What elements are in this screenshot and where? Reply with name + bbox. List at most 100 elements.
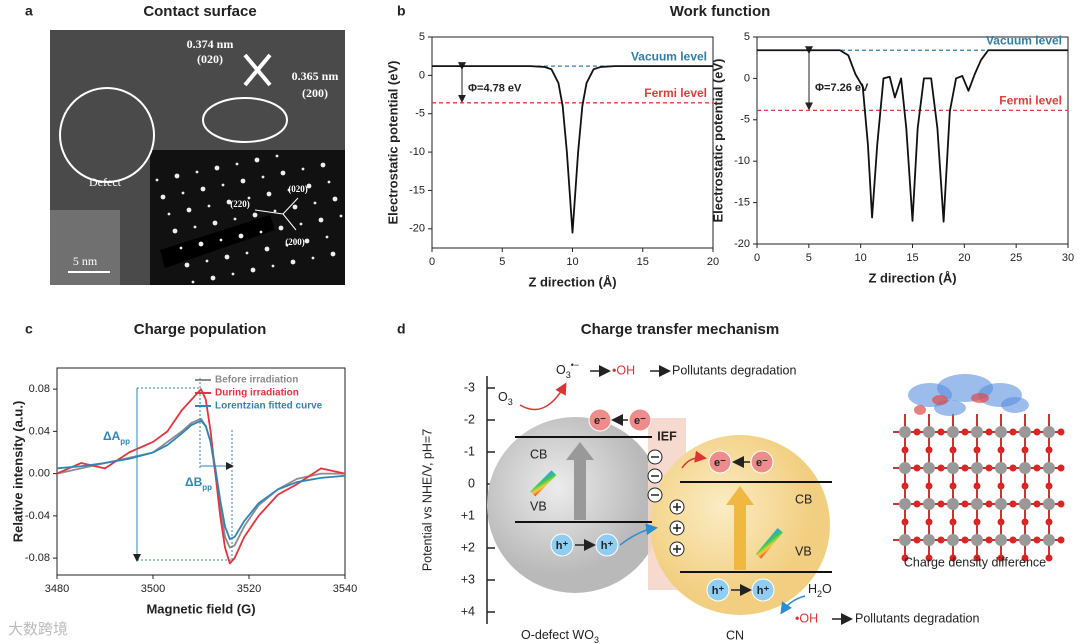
- atom: [997, 554, 1005, 562]
- series-line: [432, 65, 713, 234]
- spot: [155, 178, 159, 182]
- spot: [240, 178, 246, 184]
- atom: [949, 554, 957, 562]
- transfer-arrow: [619, 523, 658, 546]
- spot: [327, 180, 331, 184]
- band-label: VB: [530, 499, 547, 513]
- subscript: pp: [202, 483, 212, 492]
- spot: [271, 264, 275, 268]
- species: H: [808, 582, 817, 596]
- x-tick-label: 30: [1062, 252, 1074, 264]
- legend-label: Lorentzian fitted curve: [215, 401, 323, 412]
- y-tick-label: -10: [734, 155, 750, 167]
- excitation-arrow: [566, 442, 594, 520]
- carrier: [751, 578, 775, 602]
- particle-name: O-defect WO3: [521, 628, 599, 644]
- density-lobe: [914, 405, 926, 415]
- spacing-label: 0.365 nm: [292, 69, 339, 83]
- axis-tick-label: +1: [461, 508, 475, 522]
- atom: [971, 498, 983, 510]
- spot: [210, 275, 216, 281]
- spot: [278, 225, 284, 231]
- spot: [318, 217, 324, 223]
- reference-label: Vacuum level: [631, 49, 707, 63]
- spot: [193, 225, 197, 229]
- excitation-arrow: [726, 486, 754, 570]
- spot: [191, 280, 195, 284]
- carrier: [628, 408, 652, 432]
- spot: [254, 157, 260, 163]
- atom: [995, 426, 1007, 438]
- name: O-defect WO: [521, 628, 594, 642]
- spot: [167, 212, 171, 216]
- panel-label: b: [397, 3, 406, 19]
- atom: [899, 534, 911, 546]
- delta-a-label: ΔApp: [103, 429, 130, 445]
- band-label: VB: [795, 544, 812, 558]
- atom: [901, 554, 909, 562]
- band-label: CB: [795, 492, 812, 506]
- saed-inset: [150, 150, 345, 285]
- atom: [995, 534, 1007, 546]
- y-tick-label: 5: [744, 31, 750, 43]
- spot: [292, 204, 298, 210]
- spot: [181, 191, 185, 195]
- atom: [925, 554, 933, 562]
- species: O: [556, 363, 566, 377]
- spot: [214, 165, 220, 171]
- atom: [1021, 554, 1029, 562]
- spot-label: (200): [285, 237, 305, 247]
- x-tick-label: 0: [754, 252, 760, 264]
- diffraction-spots: [155, 154, 343, 284]
- spot: [195, 170, 199, 174]
- atom: [923, 498, 935, 510]
- atom: [973, 554, 981, 562]
- atom: [1043, 534, 1055, 546]
- result: Pollutants degradation: [672, 363, 796, 377]
- result: Pollutants degradation: [855, 611, 979, 625]
- x-tick-label: 3520: [237, 583, 261, 595]
- y-tick-label: 0.00: [29, 468, 50, 480]
- panel-label: a: [25, 3, 33, 19]
- x-tick-label: 25: [1010, 252, 1022, 264]
- superscript: •−: [571, 360, 579, 370]
- spacing-label: 0.374 nm: [187, 37, 234, 51]
- spot: [330, 251, 336, 257]
- carrier-label: e⁻: [634, 415, 646, 427]
- subscript: 2: [817, 589, 822, 599]
- spot: [233, 217, 237, 221]
- spot: [332, 196, 338, 202]
- plot-frame: [431, 36, 714, 249]
- carrier: [550, 533, 574, 557]
- spot: [299, 222, 303, 226]
- interface-ellipse: [202, 97, 288, 143]
- spot: [160, 194, 166, 200]
- product: •OH: [795, 611, 818, 625]
- density-lobe: [1001, 397, 1029, 413]
- atom: [899, 462, 911, 474]
- y-tick-label: 0.04: [29, 425, 50, 437]
- scale-bar-label: 5 nm: [73, 254, 98, 268]
- reference-label: Fermi level: [999, 94, 1062, 108]
- panel-title: Charge population: [134, 321, 267, 338]
- x-tick-label: 5: [499, 256, 505, 268]
- atom: [1019, 498, 1031, 510]
- axis-tick-label: -3: [464, 380, 475, 394]
- y-tick-label: -20: [409, 223, 425, 235]
- spot: [287, 188, 291, 192]
- spot-label: (020): [288, 184, 308, 194]
- spot: [290, 259, 296, 265]
- spot: [285, 243, 289, 247]
- spot: [252, 212, 258, 218]
- x-tick-label: 5: [806, 252, 812, 264]
- spot: [301, 167, 305, 171]
- panel-label: d: [397, 321, 406, 337]
- plus: [673, 503, 681, 511]
- axis-tick-label: -1: [464, 444, 475, 458]
- product: •OH: [612, 363, 635, 377]
- plus: [673, 524, 681, 532]
- x-tick-label: 15: [637, 256, 649, 268]
- atom: [899, 426, 911, 438]
- atom: [971, 534, 983, 546]
- carrier: [750, 450, 774, 474]
